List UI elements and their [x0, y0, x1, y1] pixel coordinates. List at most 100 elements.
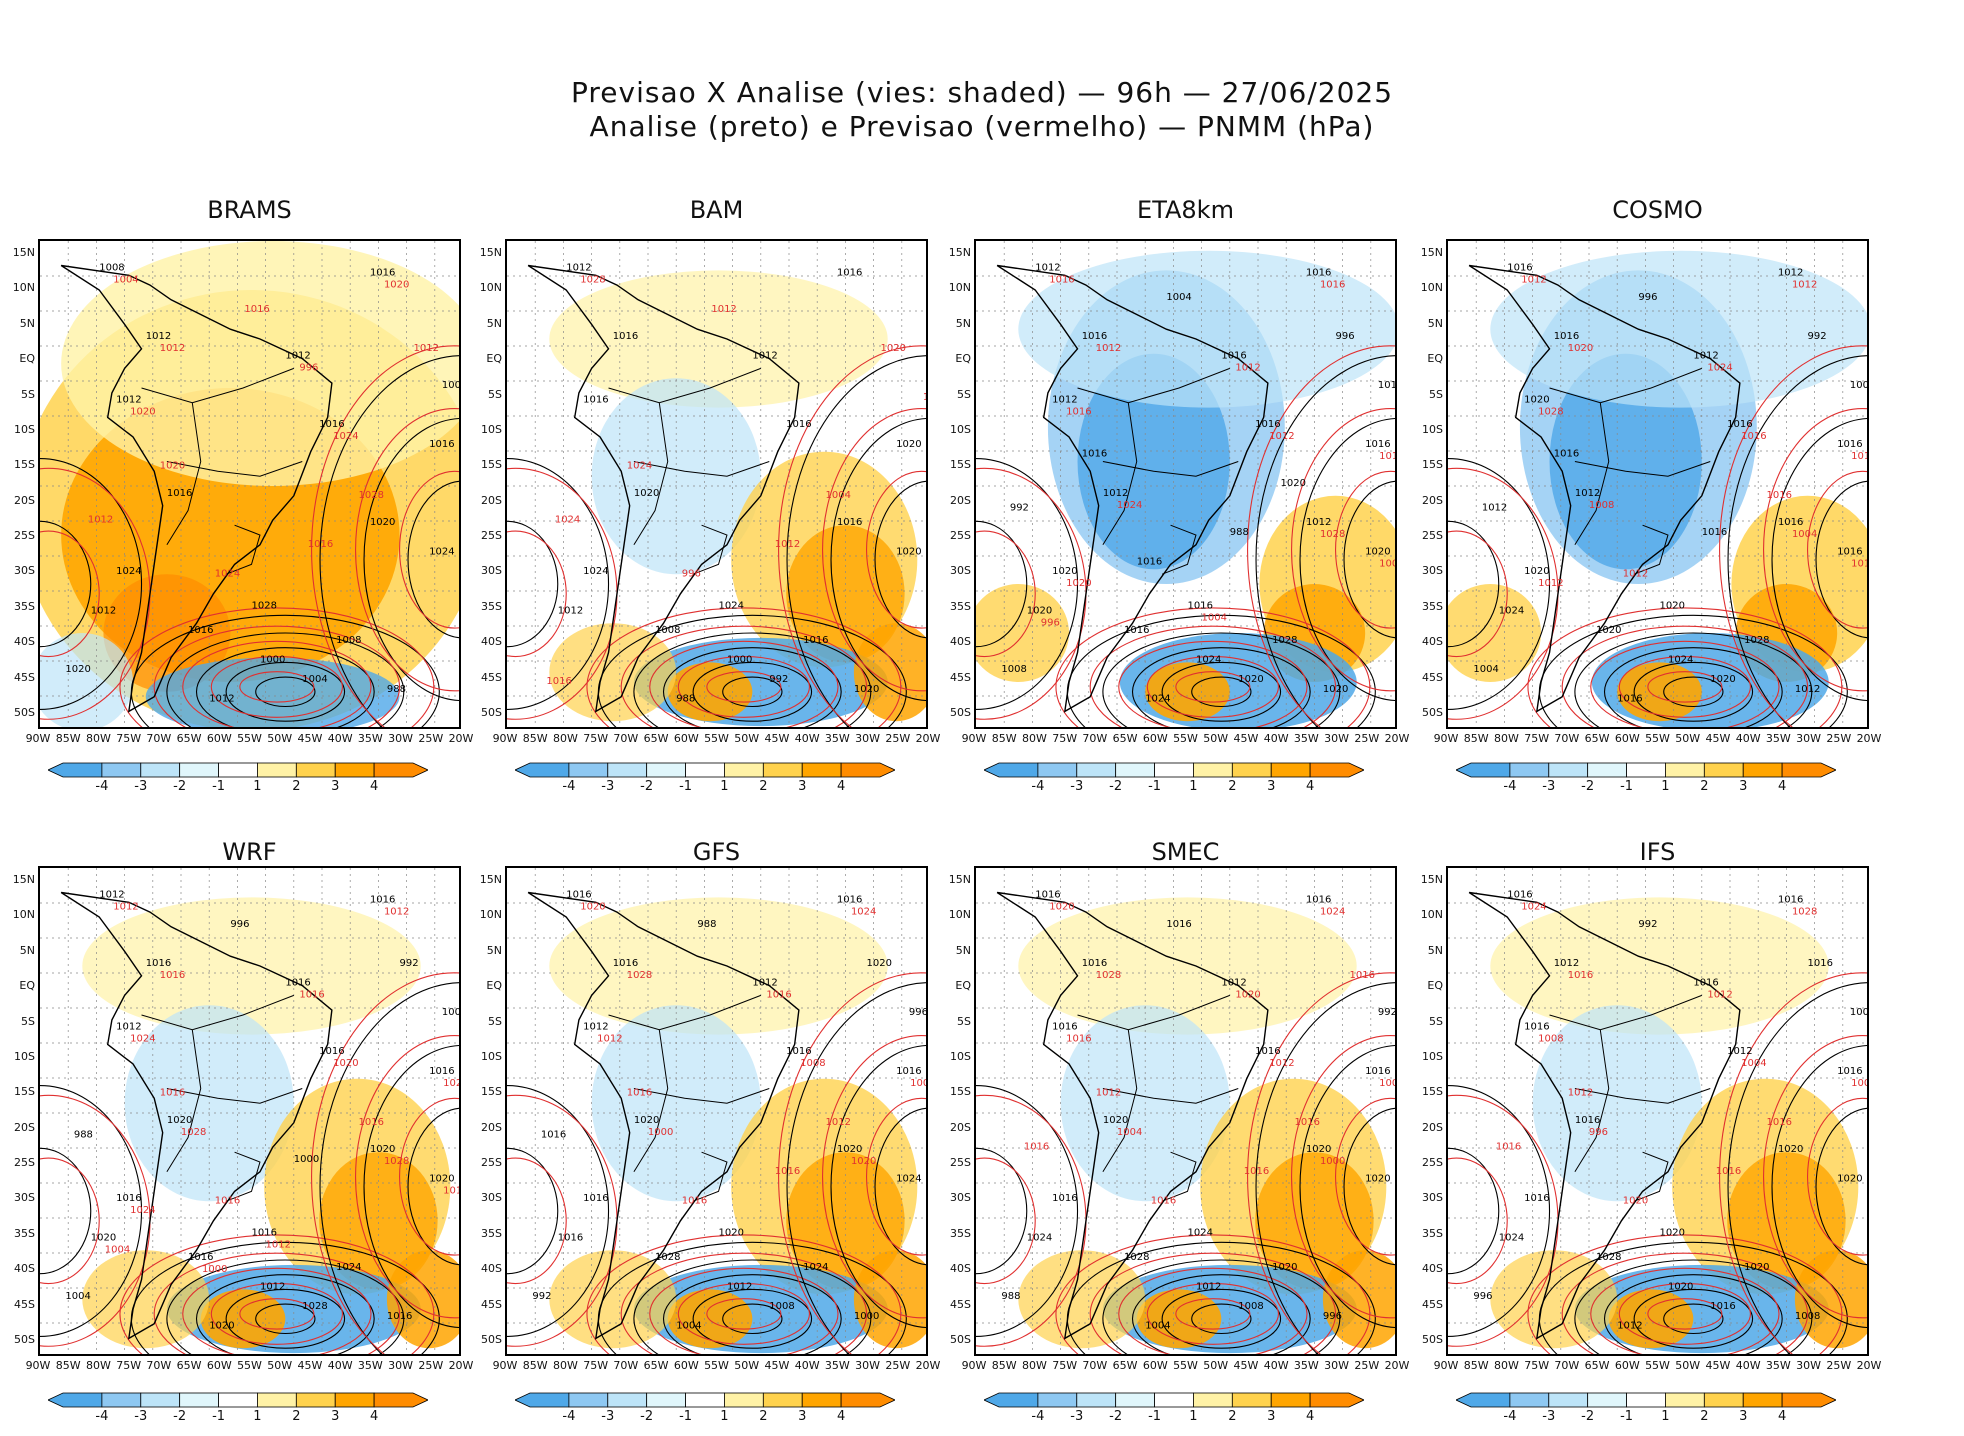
colorbar-swatch — [1509, 762, 1550, 778]
isobar-label-analysis: 992 — [1010, 503, 1029, 514]
lat-tick-label: 50S — [1422, 706, 1443, 719]
lat-tick-label: 35S — [950, 599, 971, 613]
lon-tick-label: 20W — [1856, 732, 1882, 745]
isobar-label-analysis: 1012 — [752, 978, 777, 989]
isobar-analysis — [633, 632, 872, 727]
lat-tick-label: 35S — [1422, 1226, 1443, 1240]
lat-tick-label: 5S — [1429, 387, 1443, 401]
isobar-label-analysis: 1028 — [655, 1252, 680, 1263]
isobar-analysis — [722, 676, 783, 708]
lat-tick-label: 45S — [1422, 670, 1443, 684]
isobar-label-forecast: 1028 — [1538, 407, 1563, 418]
isobar-analysis — [830, 417, 926, 702]
colorbar-label: -1 — [679, 779, 693, 794]
isobar-forecast — [1527, 1234, 1843, 1354]
lat-tick-label: 20S — [14, 493, 35, 507]
isobar-label-forecast: 1012 — [88, 515, 113, 526]
isobar-label-analysis: 1008 — [1850, 380, 1869, 391]
lat-tick-label: 15S — [950, 458, 971, 472]
lon-tick-label: 55W — [1173, 732, 1198, 745]
bias-shading-3 — [103, 574, 231, 692]
lat-tick-label: 20S — [14, 1120, 35, 1134]
isobar-label-analysis: 1020 — [634, 488, 659, 499]
isobar-label-analysis: 1020 — [854, 684, 879, 695]
lat-tick-label: 15S — [14, 458, 35, 472]
colorbar-swatch — [1154, 1392, 1194, 1408]
country-border — [1574, 402, 1610, 546]
isobar-label-analysis: 988 — [1230, 527, 1249, 538]
lon-tick-label: 45W — [297, 732, 323, 745]
colorbar-label: 2 — [1228, 1409, 1237, 1424]
lon-tick-label: 65W — [1112, 732, 1138, 745]
isobar-label-analysis: 996 — [1323, 1311, 1342, 1322]
isobar-label-analysis: 1008 — [1001, 664, 1026, 675]
isobar-label-analysis: 988 — [676, 694, 695, 705]
map-canvas-smec: 1016 101610161012101610161016102010201016… — [976, 868, 1395, 1354]
lon-tick-label: 75W — [116, 1359, 142, 1372]
isobar-label-analysis: 1016 — [1837, 1066, 1862, 1077]
isobar-label-analysis: 992 — [532, 1291, 551, 1302]
colorbar-swatch — [1548, 762, 1589, 778]
isobar-label-analysis: 996 — [909, 1007, 928, 1018]
isobar-label-forecast: 1016 — [1716, 1166, 1741, 1177]
isobar-forecast — [355, 408, 459, 692]
isobar-label-analysis: 1012 — [99, 889, 124, 900]
isobar-label-analysis: 1008 — [769, 1301, 794, 1312]
lon-tick-label: 80W — [1021, 1359, 1047, 1372]
country-border — [1549, 367, 1702, 404]
isobar-label-analysis: 1016 — [1052, 1193, 1077, 1204]
lat-tick-label: 20S — [1422, 1120, 1443, 1134]
panel-title-wrf: WRF — [222, 838, 277, 866]
isobar-label-forecast: 1024 — [1117, 500, 1142, 511]
isobar-analysis — [195, 647, 375, 727]
isobar-forecast — [210, 1282, 343, 1345]
lon-tick-label: 20W — [448, 1359, 474, 1372]
isobar-label-forecast: 1012 — [1521, 274, 1546, 285]
colorbar-label: 4 — [369, 1409, 379, 1424]
coastline — [1468, 264, 1741, 713]
lon-tick-label: 85W — [522, 1359, 548, 1372]
lat-tick-label: 10S — [14, 422, 35, 436]
isobar-label-analysis: 1008 — [1795, 1311, 1820, 1322]
isobar-label-analysis: 1016 — [1255, 419, 1280, 430]
colorbar-swatch — [1193, 762, 1233, 778]
country-border — [1161, 524, 1197, 575]
lat-tick-label: 45S — [950, 670, 971, 684]
isobar-forecast — [677, 655, 810, 718]
isobar-analysis — [874, 1107, 926, 1266]
isobar-label-analysis: 1012 — [583, 1022, 608, 1033]
country-border — [633, 1029, 669, 1173]
lat-tick-label: 30S — [481, 564, 502, 578]
lon-tick-label: 75W — [1052, 1359, 1078, 1372]
lat-tick-label: EQ — [19, 352, 35, 366]
isobar-forecast — [778, 972, 926, 1354]
colorbar-swatch — [1231, 1392, 1272, 1408]
colorbar-label: -4 — [1031, 779, 1045, 794]
lat-tick-label: 15N — [12, 873, 35, 886]
lat-tick-label: EQ — [486, 352, 502, 366]
isobar-label-forecast: 1028 — [1792, 906, 1817, 917]
isobar-label-forecast: 1020 — [333, 1058, 358, 1069]
map-canvas-cosmo: 1016 101210161012102010161016101210161020… — [1448, 241, 1869, 727]
isobar-label-analysis: 1020 — [1660, 1228, 1685, 1239]
isobar-analysis — [874, 480, 926, 639]
colorbar-swatch — [1076, 762, 1117, 778]
coastline — [527, 891, 800, 1340]
colorbar-swatch — [1154, 762, 1194, 778]
lon-tick-label: 70W — [1082, 1359, 1108, 1372]
colorbar-label: -1 — [1148, 1409, 1162, 1424]
colorbar-swatch — [801, 762, 842, 778]
isobar-label-analysis: 1012 — [727, 1281, 752, 1292]
colorbar-swatch — [801, 1392, 842, 1408]
colorbar-label: 2 — [1700, 779, 1709, 794]
colorbar-swatch — [514, 1392, 570, 1408]
isobar-label-analysis: 1016 — [566, 889, 591, 900]
isobar-analysis — [1574, 1259, 1813, 1354]
lon-tick-label: 60W — [673, 1359, 699, 1372]
isobar-label-analysis: 1016 — [252, 1228, 277, 1239]
isobar-label-analysis: 1012 — [1306, 517, 1331, 528]
panel-title-cosmo: COSMO — [1612, 196, 1703, 224]
lon-tick-label: 65W — [1584, 732, 1610, 745]
isobar-label-analysis: 1016 — [1306, 267, 1331, 278]
isobar-analysis — [1102, 632, 1341, 727]
